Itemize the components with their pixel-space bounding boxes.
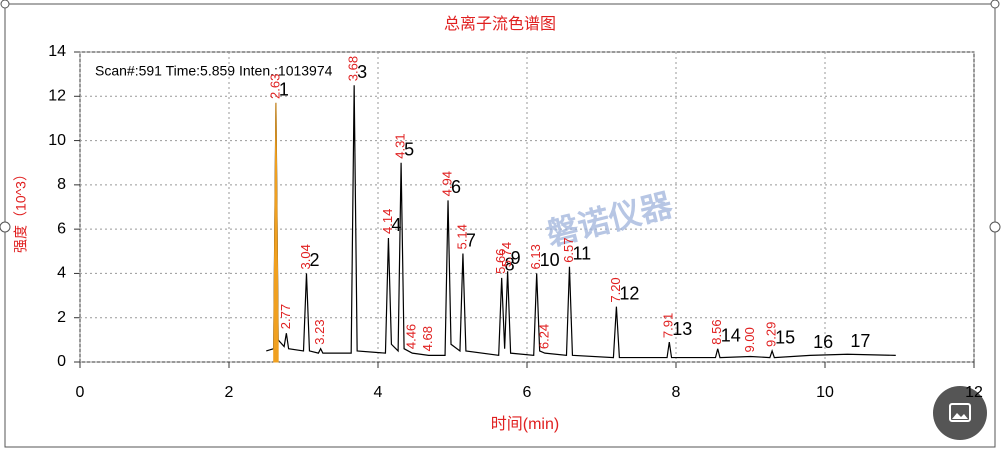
resize-handle[interactable]: [990, 0, 1000, 9]
y-tick-label: 8: [57, 176, 66, 193]
peak-number: 11: [572, 244, 591, 264]
y-axis-label: 强度（10^3）: [13, 167, 29, 253]
trace: [266, 85, 896, 359]
retention-time-label: 3.68: [346, 56, 361, 81]
x-tick-label: 4: [374, 384, 383, 401]
x-tick-label: 12: [965, 384, 983, 401]
resize-handle[interactable]: [989, 221, 1001, 233]
peak-number: 5: [404, 139, 414, 159]
image-icon: [949, 403, 971, 422]
peak-number: 7: [466, 230, 476, 250]
retention-time-label: 5.14: [454, 224, 469, 249]
retention-time-label: 4.94: [439, 171, 454, 196]
x-tick-label: 0: [76, 384, 85, 401]
peak-number: 16: [813, 332, 833, 352]
resize-handle[interactable]: [0, 221, 11, 233]
y-tick-label: 4: [57, 265, 66, 282]
retention-time-label: 8.56: [709, 319, 724, 344]
retention-time-label: 3.23: [312, 319, 327, 344]
button-bg[interactable]: [933, 386, 987, 440]
image-button[interactable]: [933, 386, 987, 440]
y-tick-label: 2: [57, 309, 66, 326]
x-tick-label: 10: [816, 384, 834, 401]
y-tick-label: 14: [48, 43, 66, 60]
retention-time-label: 4.31: [393, 133, 408, 158]
peak-number: 10: [540, 250, 560, 270]
y-tick-label: 10: [48, 132, 66, 149]
retention-time-label: 4.46: [404, 324, 419, 349]
retention-time-label: 7.20: [608, 277, 623, 302]
peak-number: 6: [451, 177, 461, 197]
x-tick-label: 8: [672, 384, 681, 401]
resize-handle[interactable]: [0, 0, 10, 9]
peak-number: 13: [672, 319, 692, 339]
y-tick-label: 0: [57, 353, 66, 370]
x-axis-label: 时间(min): [491, 415, 559, 433]
scan-info: Scan#:591 Time:5.859 Inten.:1013974: [95, 63, 333, 79]
peak-number: 15: [775, 328, 795, 348]
image-icon: [952, 413, 968, 419]
x-tick-label: 2: [225, 384, 234, 401]
peak-number: 4: [391, 215, 401, 235]
retention-time-label: 5.74: [499, 242, 514, 267]
peak-number: 8: [505, 255, 515, 275]
retention-time-label: 4.68: [420, 326, 435, 351]
peak-area: [273, 102, 279, 363]
chart-title: 总离子流色谱图: [444, 15, 556, 33]
retention-time-label: 9.00: [742, 327, 757, 352]
peak-number: 9: [511, 248, 521, 268]
retention-time-label: 6.13: [528, 244, 543, 269]
peak-number: 1: [279, 80, 289, 100]
retention-time-label: 6.24: [536, 324, 551, 349]
retention-time-label: 7.91: [661, 313, 676, 338]
retention-time-label: 3.04: [298, 244, 313, 269]
peak-number: 14: [721, 325, 741, 345]
y-tick-label: 12: [48, 88, 66, 105]
peak-number: 17: [850, 331, 870, 351]
y-tick-label: 6: [57, 220, 66, 237]
retention-time-label: 6.57: [561, 237, 576, 262]
peak-number: 12: [619, 283, 639, 303]
peak-number: 3: [357, 62, 367, 82]
retention-time-label: 2.77: [278, 304, 293, 329]
retention-time-label: 4.14: [380, 209, 395, 234]
retention-time-label: 9.29: [764, 322, 779, 347]
retention-time-label: 5.66: [493, 249, 508, 274]
retention-time-label: 2.63: [267, 74, 282, 99]
x-tick-label: 6: [523, 384, 532, 401]
peak-number: 2: [309, 250, 319, 270]
